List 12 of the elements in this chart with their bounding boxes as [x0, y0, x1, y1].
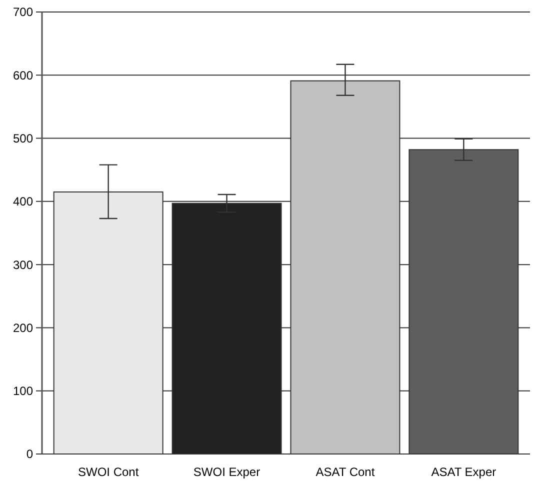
y-tick-label: 500 [12, 131, 34, 146]
x-tick-label: ASAT Exper [431, 465, 496, 479]
y-tick-label: 600 [12, 68, 34, 82]
y-tick-label: 700 [12, 5, 34, 20]
y-tick-label: 200 [12, 320, 34, 335]
y-tick-label: 400 [12, 194, 34, 209]
x-tick-label: SWOI Cont [78, 465, 140, 479]
y-tick-label: 0 [26, 447, 34, 462]
y-tick-label: 100 [12, 384, 34, 398]
x-tick-label: SWOI Exper [193, 465, 260, 479]
y-tick-label: 300 [12, 258, 34, 272]
x-tick-label: ASAT Cont [316, 465, 376, 479]
